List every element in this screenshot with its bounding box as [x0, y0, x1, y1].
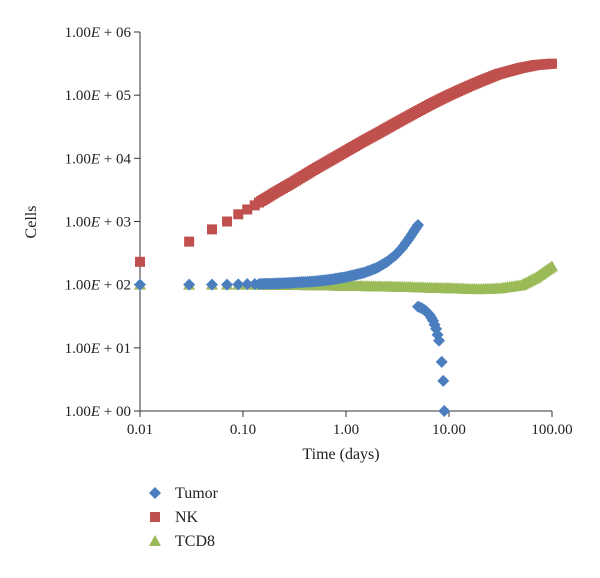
- x-tick-label: 0.10: [230, 422, 256, 438]
- x-tick-label: 10.00: [432, 422, 466, 438]
- data-point-tumor: [134, 278, 146, 291]
- legend-item-nk: NK: [150, 509, 199, 526]
- legend-item-tumor: Tumor: [149, 485, 219, 502]
- data-point-tumor: [411, 219, 424, 232]
- y-tick-label: 1.00E + 06: [65, 25, 132, 41]
- data-point-tcd8: [546, 260, 558, 272]
- y-tick-label: 1.00E + 03: [65, 215, 131, 231]
- y-axis-ticks: 1.00E + 00 1.00E + 01 1.00E + 02 1.00E + 03…: [65, 25, 140, 420]
- data-point-tumor: [241, 278, 254, 291]
- y-tick-label: 1.00E + 04: [65, 151, 132, 167]
- legend-item-tcd8: TCD8: [149, 533, 215, 550]
- plot-area: 1.00E + 00 1.00E + 01 1.00E + 02 1.00E + 03…: [65, 25, 573, 438]
- data-point-nk: [242, 204, 253, 215]
- y-tick-label: 1.00E + 01: [65, 341, 131, 357]
- data-point-tumor: [435, 355, 448, 368]
- data-point-nk: [233, 209, 244, 220]
- y-axis-title: Cells: [23, 206, 40, 239]
- series-nk: [135, 58, 557, 267]
- y-tick-label: 1.00E + 02: [65, 278, 131, 294]
- data-point-tumor: [183, 278, 196, 291]
- x-tick-label: 100.00: [531, 422, 572, 438]
- data-point-nk: [135, 256, 145, 267]
- data-point-nk: [547, 58, 557, 69]
- tcd8-legend-marker: [149, 535, 161, 546]
- data-point-nk: [222, 216, 233, 227]
- legend-label: TCD8: [175, 533, 215, 550]
- data-point-tumor: [437, 374, 450, 387]
- x-axis-title: Time (days): [302, 446, 379, 463]
- data-point-tumor: [433, 334, 446, 347]
- x-axis-ticks: 0.01 0.10 1.00 10.00 100.00: [127, 411, 573, 438]
- tumor-legend-marker: [149, 487, 161, 499]
- x-tick-label: 1.00: [333, 422, 359, 438]
- data-point-nk: [206, 224, 217, 235]
- legend-label: NK: [175, 509, 199, 526]
- series-tumor: [134, 219, 451, 417]
- series-layer: [134, 58, 558, 417]
- data-point-tumor: [221, 278, 234, 291]
- legend-label: Tumor: [175, 485, 219, 502]
- nk-legend-marker: [150, 512, 160, 522]
- data-point-tumor: [205, 278, 218, 291]
- data-point-tumor: [438, 405, 451, 417]
- legend: Tumor NK TCD8: [149, 485, 219, 550]
- y-tick-label: 1.00E + 00: [65, 404, 131, 420]
- x-tick-label: 0.01: [127, 422, 153, 438]
- data-point-tumor: [232, 278, 245, 291]
- data-point-nk: [184, 236, 195, 247]
- y-tick-label: 1.00E + 05: [65, 88, 131, 104]
